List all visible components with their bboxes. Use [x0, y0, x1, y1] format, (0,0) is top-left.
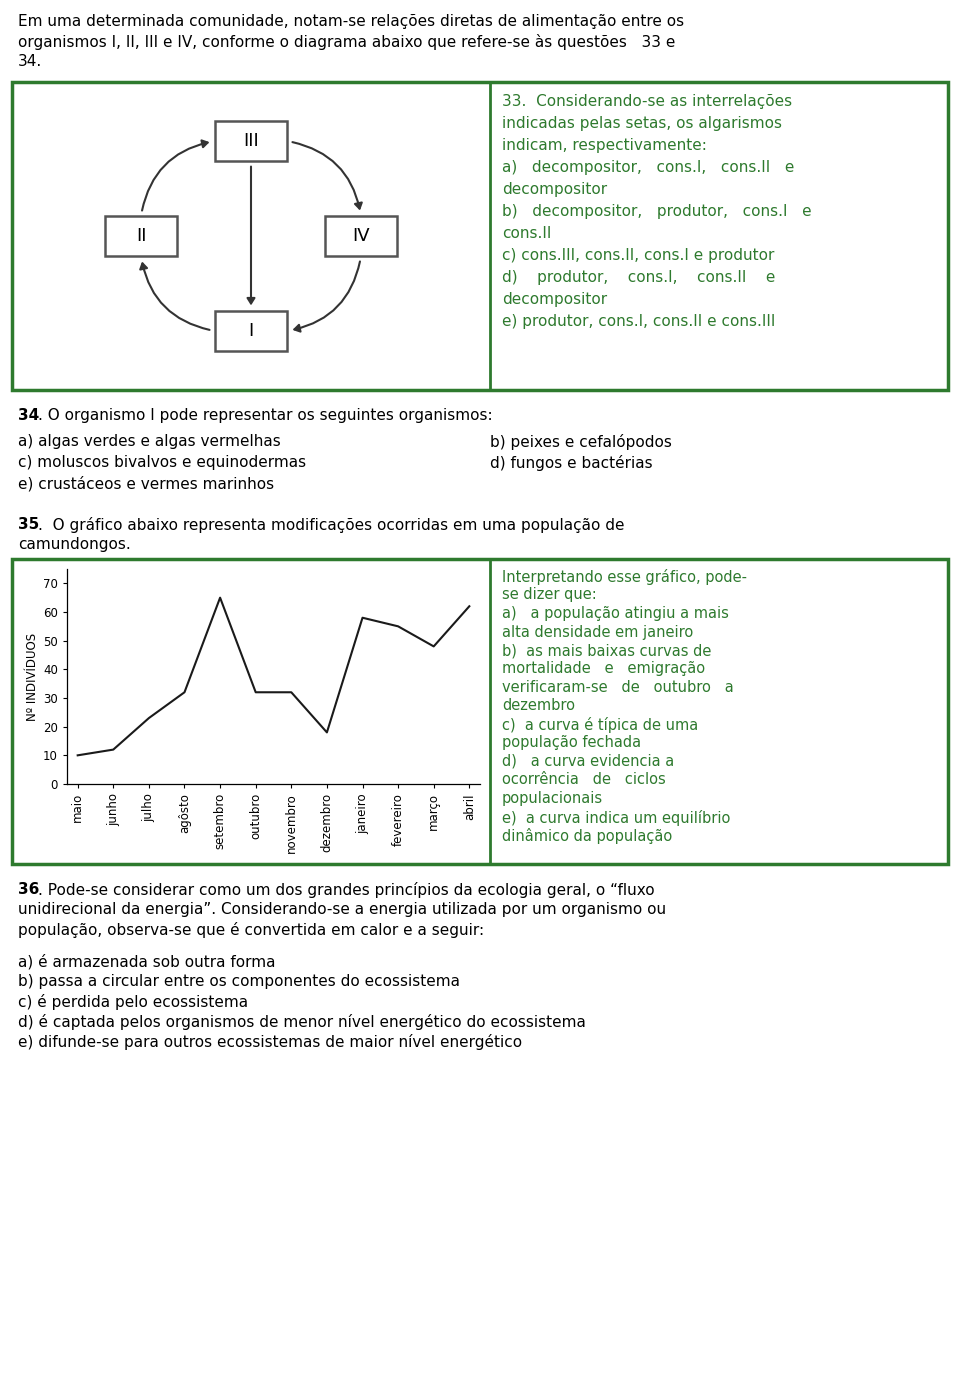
Text: indicadas pelas setas, os algarismos: indicadas pelas setas, os algarismos — [502, 116, 782, 131]
Text: decompositor: decompositor — [502, 182, 607, 197]
Text: alta densidade em janeiro: alta densidade em janeiro — [502, 624, 693, 640]
Text: Em uma determinada comunidade, notam-se relações diretas de alimentação entre os: Em uma determinada comunidade, notam-se … — [18, 14, 684, 29]
Text: verificaram-se   de   outubro   a: verificaram-se de outubro a — [502, 680, 733, 694]
Text: III: III — [243, 131, 259, 149]
Text: 34.: 34. — [18, 54, 42, 68]
Text: a)   a população atingiu a mais: a) a população atingiu a mais — [502, 606, 729, 622]
Text: b)  as mais baixas curvas de: b) as mais baixas curvas de — [502, 643, 711, 658]
Text: população, observa-se que é convertida em calor e a seguir:: população, observa-se que é convertida e… — [18, 922, 484, 937]
Text: indicam, respectivamente:: indicam, respectivamente: — [502, 138, 707, 154]
Text: c)  a curva é típica de uma: c) a curva é típica de uma — [502, 717, 698, 733]
Text: 35: 35 — [18, 517, 39, 532]
Bar — [325, 217, 397, 256]
Text: e) produtor, cons.I, cons.II e cons.III: e) produtor, cons.I, cons.II e cons.III — [502, 314, 776, 330]
Text: e) difunde-se para outros ecossistemas de maior nível energético: e) difunde-se para outros ecossistemas d… — [18, 1034, 522, 1051]
Text: dezembro: dezembro — [502, 698, 575, 714]
Text: c) cons.III, cons.II, cons.I e produtor: c) cons.III, cons.II, cons.I e produtor — [502, 249, 775, 263]
Bar — [12, 82, 948, 390]
Text: . Pode-se considerar como um dos grandes princípios da ecologia geral, o “fluxo: . Pode-se considerar como um dos grandes… — [38, 882, 655, 898]
Bar — [105, 217, 177, 256]
Text: cons.II: cons.II — [502, 226, 551, 242]
Text: c) é perdida pelo ecossistema: c) é perdida pelo ecossistema — [18, 995, 248, 1010]
Text: unidirecional da energia”. Considerando-se a energia utilizada por um organismo : unidirecional da energia”. Considerando-… — [18, 902, 666, 916]
Text: ocorrência   de   ciclos: ocorrência de ciclos — [502, 773, 665, 788]
Text: população fechada: população fechada — [502, 735, 641, 750]
Text: se dizer que:: se dizer que: — [502, 588, 597, 602]
Text: 36: 36 — [18, 882, 39, 897]
Text: 33.  Considerando-se as interrelações: 33. Considerando-se as interrelações — [502, 94, 792, 109]
Text: a) algas verdes e algas vermelhas: a) algas verdes e algas vermelhas — [18, 434, 280, 448]
Text: IV: IV — [352, 226, 370, 244]
Y-axis label: Nº INDIVÍDUOS: Nº INDIVÍDUOS — [26, 633, 39, 721]
Text: b)   decompositor,   produtor,   cons.I   e: b) decompositor, produtor, cons.I e — [502, 204, 811, 219]
Text: Interpretando esse gráfico, pode-: Interpretando esse gráfico, pode- — [502, 569, 747, 585]
Text: . O organismo I pode representar os seguintes organismos:: . O organismo I pode representar os segu… — [38, 408, 492, 423]
Text: dinâmico da população: dinâmico da população — [502, 828, 672, 844]
Bar — [215, 122, 287, 161]
Text: d)    produtor,    cons.I,    cons.II    e: d) produtor, cons.I, cons.II e — [502, 270, 776, 285]
Text: decompositor: decompositor — [502, 292, 607, 307]
Text: .  O gráfico abaixo representa modificações ocorridas em uma população de: . O gráfico abaixo representa modificaçõ… — [38, 517, 625, 534]
Text: d) fungos e bactérias: d) fungos e bactérias — [490, 455, 653, 471]
Text: d) é captada pelos organismos de menor nível energético do ecossistema: d) é captada pelos organismos de menor n… — [18, 1014, 586, 1030]
Text: e) crustáceos e vermes marinhos: e) crustáceos e vermes marinhos — [18, 476, 275, 492]
Text: populacionais: populacionais — [502, 791, 603, 806]
Bar — [215, 312, 287, 351]
Text: b) peixes e cefalópodos: b) peixes e cefalópodos — [490, 434, 672, 450]
Text: d)   a curva evidencia a: d) a curva evidencia a — [502, 754, 674, 768]
Bar — [12, 559, 948, 863]
Text: organismos I, II, III e IV, conforme o diagrama abaixo que refere-se às questões: organismos I, II, III e IV, conforme o d… — [18, 34, 676, 50]
Text: camundongos.: camundongos. — [18, 536, 131, 552]
Text: 34: 34 — [18, 408, 39, 423]
Text: mortalidade   e   emigração: mortalidade e emigração — [502, 662, 706, 676]
Text: I: I — [249, 321, 253, 339]
Text: b) passa a circular entre os componentes do ecossistema: b) passa a circular entre os componentes… — [18, 974, 460, 989]
Text: c) moluscos bivalvos e equinodermas: c) moluscos bivalvos e equinodermas — [18, 455, 306, 469]
Text: a) é armazenada sob outra forma: a) é armazenada sob outra forma — [18, 954, 276, 970]
Text: a)   decompositor,   cons.I,   cons.II   e: a) decompositor, cons.I, cons.II e — [502, 161, 794, 175]
Text: e)  a curva indica um equilíbrio: e) a curva indica um equilíbrio — [502, 809, 731, 826]
Text: II: II — [135, 226, 146, 244]
